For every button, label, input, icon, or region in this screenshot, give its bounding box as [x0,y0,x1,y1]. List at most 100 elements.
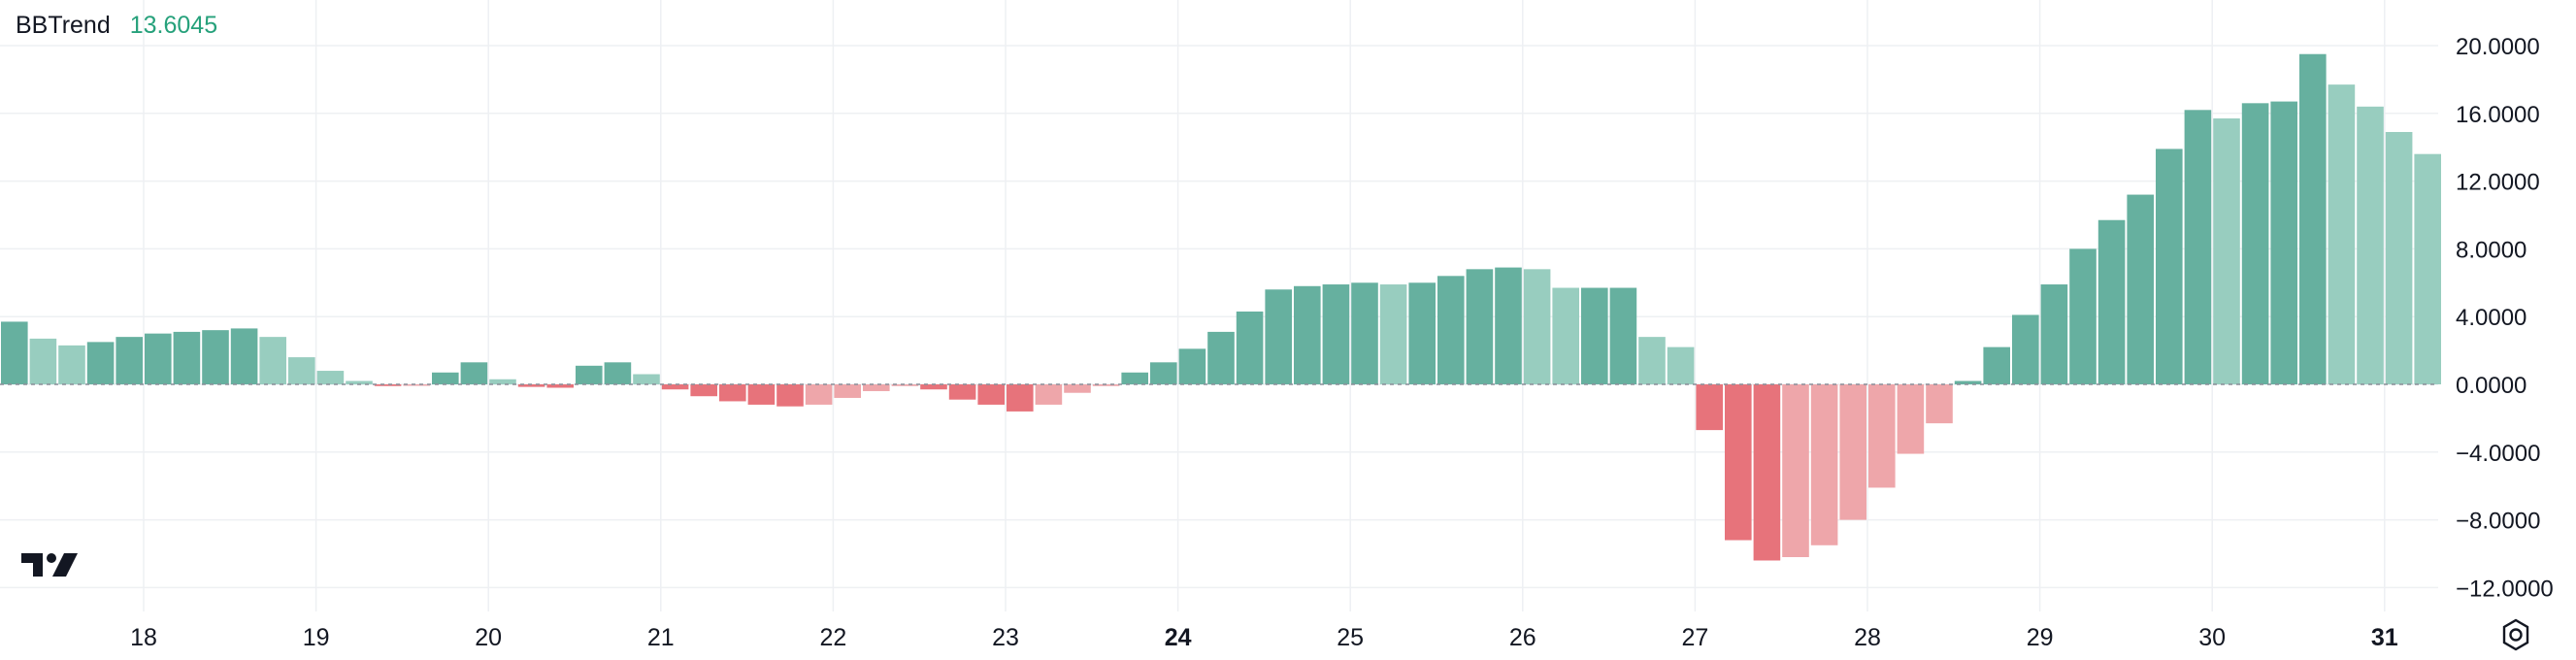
bar[interactable] [2040,284,2068,384]
bar[interactable] [1265,289,1292,384]
bar[interactable] [1035,384,1063,405]
bar[interactable] [891,384,919,386]
bar[interactable] [1007,384,1034,412]
y-tick-label: −4.0000 [2456,441,2540,467]
bar[interactable] [1207,331,1235,384]
bar[interactable] [1926,384,1953,424]
bar[interactable] [661,384,689,390]
bar[interactable] [2299,53,2327,384]
bar[interactable] [633,374,660,384]
bar[interactable] [202,330,229,384]
x-tick-label: 31 [2371,624,2398,651]
bar[interactable] [460,362,488,384]
tradingview-logo-icon[interactable] [19,549,82,585]
bar[interactable] [834,384,861,398]
bar[interactable] [145,333,172,384]
bar[interactable] [2156,148,2183,384]
bar[interactable] [1408,282,1436,384]
bar[interactable] [2097,219,2126,384]
bar[interactable] [259,337,286,384]
bar[interactable] [86,342,115,384]
bar[interactable] [2127,194,2154,384]
bar[interactable] [2213,118,2240,384]
bar[interactable] [230,328,258,384]
y-tick-label: −8.0000 [2456,509,2540,535]
bar[interactable] [690,384,717,397]
x-tick-label: 30 [2198,624,2226,651]
bar[interactable] [576,365,603,384]
bar[interactable] [1092,384,1120,386]
bar[interactable] [2012,314,2039,384]
bar[interactable] [1983,346,2010,384]
y-tick-label: 0.0000 [2456,373,2526,399]
bar[interactable] [2357,106,2384,384]
bar[interactable] [1725,384,1752,541]
bar[interactable] [1897,384,1925,454]
bar[interactable] [546,384,574,388]
settings-gear-icon[interactable] [2498,617,2533,657]
bar[interactable] [776,384,804,407]
bar[interactable] [1294,285,1321,384]
bar[interactable] [1753,384,1781,561]
bar[interactable] [432,372,459,384]
bar[interactable] [2385,131,2413,384]
bar[interactable] [374,384,402,386]
bar[interactable] [719,384,746,402]
bar[interactable] [1178,348,1206,384]
bar[interactable] [1954,380,1982,384]
bar[interactable] [1782,384,1809,557]
y-tick-label: −12.0000 [2456,576,2554,602]
bar[interactable] [1064,384,1091,393]
bar[interactable] [1437,276,1465,384]
bar[interactable] [747,384,776,405]
bar[interactable] [2414,153,2441,384]
bar[interactable] [863,384,890,391]
bar[interactable] [403,384,430,386]
bar[interactable] [1523,269,1551,384]
x-axis: 18 19 20 21 22 23 24 25 26 27 28 29 30 31 [130,624,2398,651]
bar[interactable] [316,371,345,384]
bar[interactable] [1696,384,1723,431]
bar[interactable] [1,321,28,384]
bar[interactable] [288,357,315,384]
bar[interactable] [977,384,1005,405]
bar[interactable] [29,338,57,384]
bar[interactable] [2184,110,2212,384]
bar[interactable] [489,379,516,384]
bar[interactable] [1810,384,1838,545]
y-tick-label: 12.0000 [2456,170,2540,196]
bar[interactable] [1379,284,1407,384]
bar[interactable] [2069,248,2097,384]
bar[interactable] [1552,287,1579,384]
bar[interactable] [116,337,143,384]
indicator-legend[interactable]: BBTrend 13.6045 [16,12,217,40]
bar[interactable] [1322,284,1350,384]
bar[interactable] [1121,372,1148,384]
bar[interactable] [920,384,947,390]
x-tick-label: 19 [303,624,330,651]
bar[interactable] [2328,84,2356,384]
bar[interactable] [1839,384,1866,520]
bar[interactable] [1581,287,1608,384]
bar[interactable] [173,331,201,384]
bar[interactable] [805,384,833,405]
bar[interactable] [1609,287,1637,384]
bar[interactable] [1868,384,1896,488]
bar[interactable] [2270,101,2297,385]
bar[interactable] [2241,103,2269,384]
bar[interactable] [1150,362,1177,384]
bar[interactable] [604,362,632,384]
bar[interactable] [1236,311,1264,384]
bar[interactable] [1495,267,1522,384]
bar[interactable] [58,345,85,384]
bar[interactable] [1667,346,1695,384]
y-axis: 20.0000 16.0000 12.0000 8.0000 4.0000 0.0000 −… [2456,34,2554,602]
bar[interactable] [1466,269,1494,384]
bar[interactable] [517,384,545,387]
indicator-name: BBTrend [16,12,111,39]
bar[interactable] [1351,282,1378,384]
bar[interactable] [948,384,976,400]
bar[interactable] [1638,337,1666,384]
bar[interactable] [346,380,373,384]
x-tick-label: 20 [475,624,502,651]
